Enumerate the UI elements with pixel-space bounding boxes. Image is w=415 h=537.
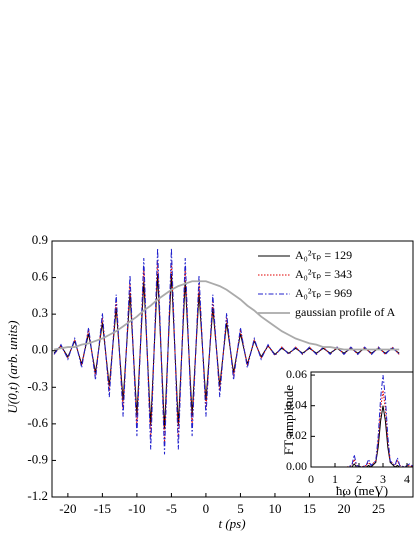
x-tick-label: 0 (203, 501, 210, 516)
series-line (53, 248, 400, 455)
x-tick-label: 10 (268, 501, 281, 516)
inset-x-axis-label: ħω (meV) (336, 483, 388, 498)
y-tick-label: 0.9 (32, 232, 48, 247)
inset-background (311, 372, 413, 467)
x-tick-label: 5 (237, 501, 244, 516)
legend-label: A₀²τₚ = 129 (295, 248, 352, 262)
x-tick-label: 15 (303, 501, 316, 516)
y-tick-label: 0.04 (286, 397, 307, 411)
legend-label: A₀²τₚ = 969 (295, 286, 352, 300)
legend-label: gaussian profile of A (295, 305, 396, 319)
legend-label: A₀²τₚ = 343 (295, 267, 352, 281)
x-tick-label: 3 (380, 472, 386, 486)
series-line (53, 280, 400, 351)
y-axis-label: U(0,t) (arb. units) (5, 320, 20, 413)
y-tick-label: 0.06 (286, 367, 307, 381)
y-tick-label: 0.3 (32, 305, 48, 320)
x-tick-label: 4 (404, 472, 410, 486)
plot-frame (310, 371, 414, 468)
y-tick-label: -0.9 (27, 451, 48, 466)
x-tick-label: 2 (356, 472, 362, 486)
x-tick-label: 25 (372, 501, 385, 516)
x-tick-label: -5 (166, 501, 177, 516)
x-axis-label: t (ps) (218, 516, 245, 531)
y-tick-label: 0.00 (286, 459, 307, 473)
series-line (311, 375, 413, 467)
y-tick-label: -0.3 (27, 378, 48, 393)
y-tick-label: 0.6 (32, 269, 49, 284)
y-tick-label: -0.6 (27, 415, 48, 430)
plot-frame (51, 240, 414, 498)
y-tick-label: -1.2 (27, 488, 48, 503)
x-tick-label: 1 (332, 472, 338, 486)
x-tick-label: 20 (337, 501, 350, 516)
x-tick-label: -15 (94, 501, 111, 516)
y-tick-label: 0.0 (32, 342, 48, 357)
y-tick-label: 0.02 (286, 428, 307, 442)
x-tick-label: -10 (128, 501, 145, 516)
x-tick-label: 0 (308, 472, 314, 486)
series-line (311, 390, 413, 467)
x-tick-label: -20 (59, 501, 76, 516)
inset-y-axis-label: FT amplitude (281, 385, 296, 455)
